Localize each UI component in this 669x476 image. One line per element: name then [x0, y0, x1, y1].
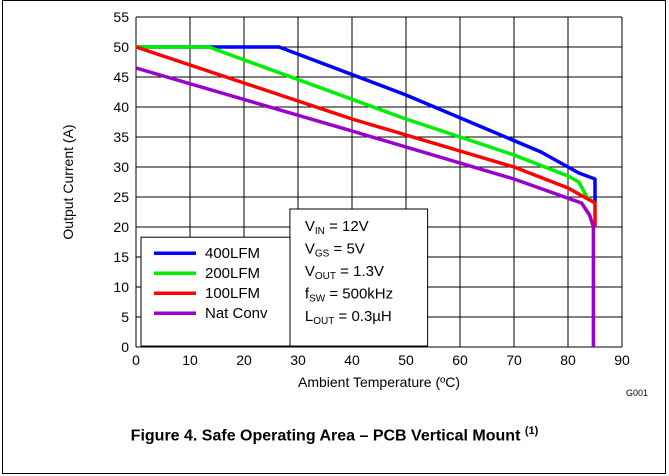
y-tick-label: 30	[113, 159, 129, 175]
y-tick-label: 40	[113, 99, 129, 115]
y-tick-label: 5	[121, 309, 129, 325]
legend-label: 200LFM	[205, 265, 260, 282]
legend-label: 100LFM	[205, 285, 260, 302]
x-tick-label: 50	[398, 352, 414, 368]
condition-line: VIN = 12V	[305, 218, 369, 237]
y-axis-label: Output Current (A)	[60, 124, 76, 239]
x-tick-label: 20	[236, 352, 252, 368]
x-tick-label: 10	[182, 352, 198, 368]
series-line	[136, 45, 597, 203]
y-tick-label: 0	[121, 339, 129, 355]
x-tick-label: 70	[506, 352, 522, 368]
series-line	[135, 66, 596, 347]
y-tick-label: 35	[113, 129, 129, 145]
x-tick-label: 90	[614, 352, 630, 368]
condition-line: VOUT = 1.3V	[305, 263, 384, 282]
legend-label: Nat Conv	[205, 305, 268, 322]
series-line	[135, 45, 597, 227]
series-line	[136, 45, 597, 205]
safe-operating-area-chart: 0 10 20 30 40 50 60 70 80 90 0 5 10 15 20 25 30 35 40 45 50 5…	[60, 9, 648, 398]
y-tick-label: 45	[113, 69, 129, 85]
condition-line: fSW = 500kHz	[305, 286, 393, 305]
x-axis-label: Ambient Temperature (ºC)	[298, 374, 460, 390]
y-tick-label: 55	[113, 9, 129, 25]
conditions-box	[289, 208, 429, 347]
x-tick-label: 40	[344, 352, 360, 368]
x-tick-label: 60	[452, 352, 468, 368]
figure-caption: Figure 4. Safe Operating Area – PCB Vert…	[0, 425, 669, 445]
condition-line: VGS = 5V	[305, 241, 365, 260]
figure-code-label: G001	[626, 388, 648, 398]
y-tick-label: 50	[113, 39, 129, 55]
x-tick-label: 80	[560, 352, 576, 368]
y-tick-label: 15	[113, 249, 129, 265]
x-tick-label: 30	[290, 352, 306, 368]
y-tick-label: 25	[113, 189, 129, 205]
caption-footnote: (1)	[524, 425, 539, 437]
x-tick-label: 0	[132, 352, 140, 368]
legend-label: 400LFM	[205, 245, 260, 262]
caption-text: Figure 4. Safe Operating Area – PCB Vert…	[130, 427, 521, 445]
y-tick-label: 20	[113, 219, 129, 235]
y-tick-label: 10	[113, 279, 129, 295]
condition-line: LOUT = 0.3µH	[305, 308, 392, 327]
